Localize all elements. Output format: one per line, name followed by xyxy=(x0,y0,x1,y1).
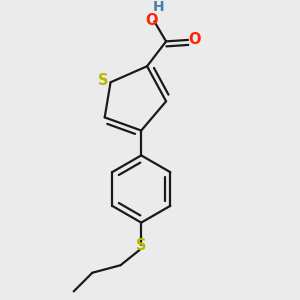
Text: S: S xyxy=(136,238,146,253)
Text: S: S xyxy=(98,74,109,88)
Text: O: O xyxy=(188,32,201,47)
Text: H: H xyxy=(153,1,165,14)
Text: O: O xyxy=(145,14,158,28)
